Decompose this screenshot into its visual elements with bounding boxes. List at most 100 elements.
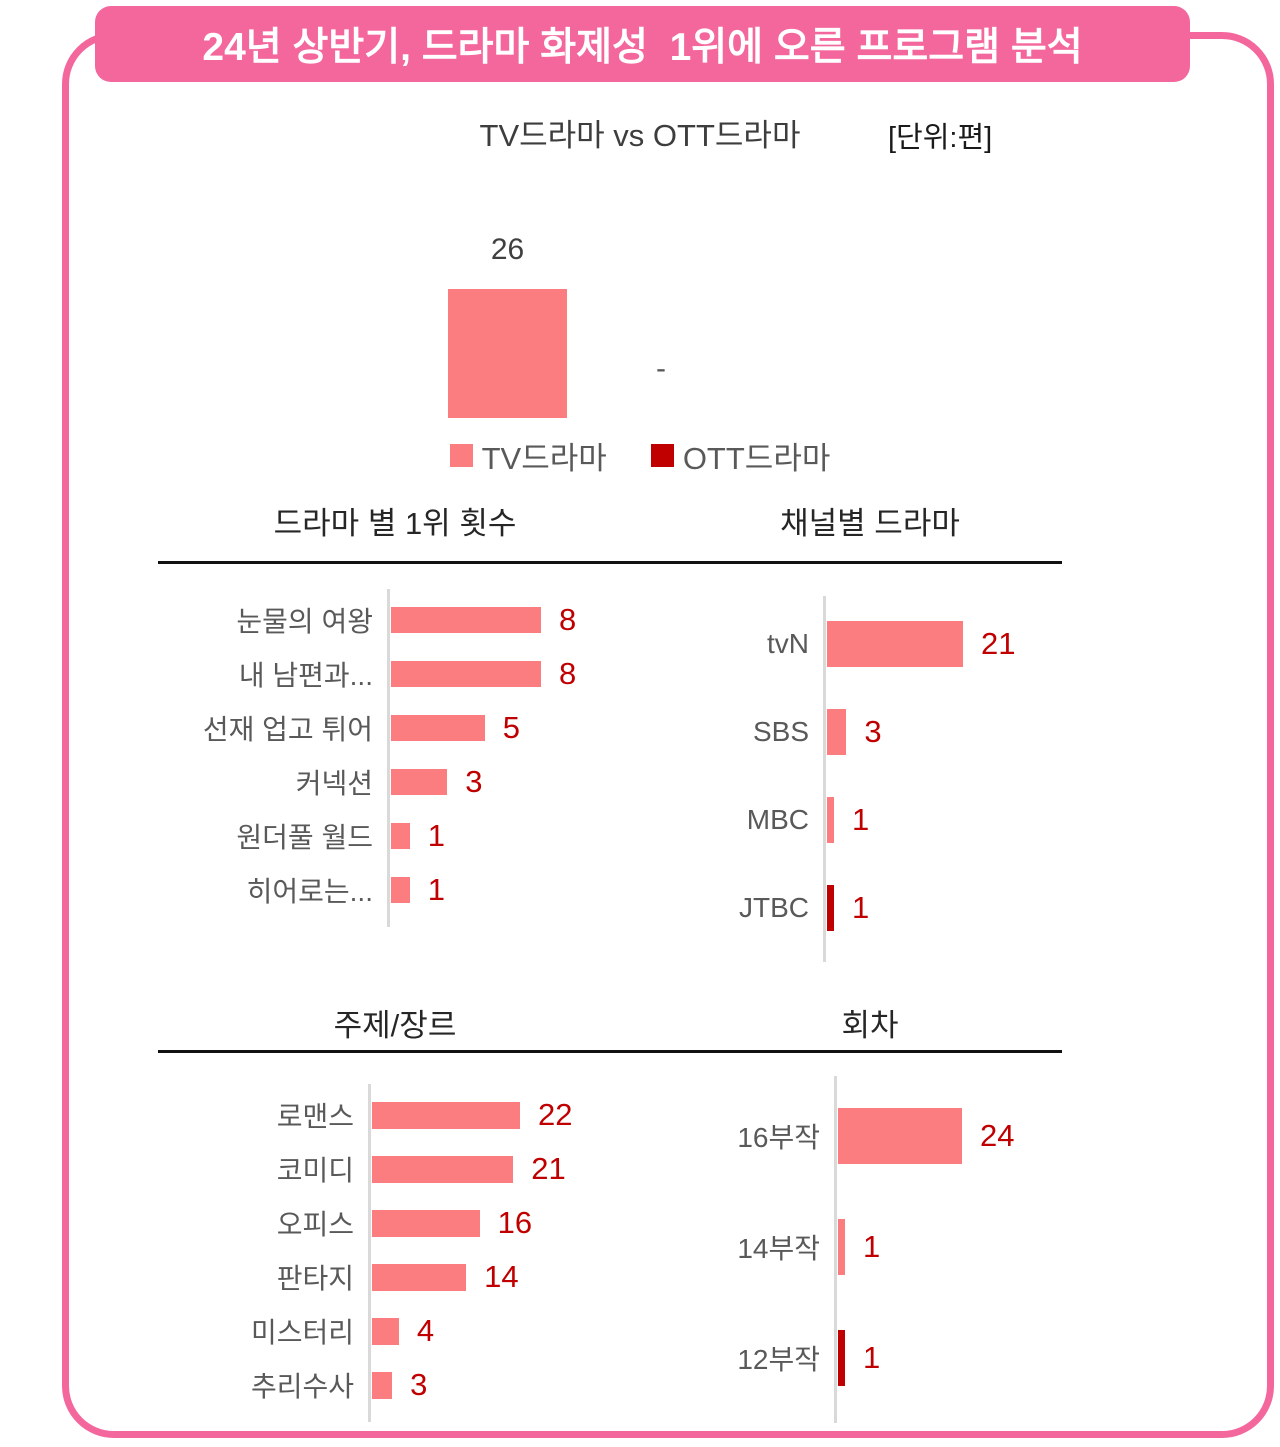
bar-row: 미스터리 4: [160, 1304, 630, 1358]
bar-row: 선재 업고 튀어 5: [160, 701, 630, 755]
bar: [827, 885, 834, 931]
legend-label: TV드라마: [481, 441, 607, 476]
bar-value: 3: [465, 764, 483, 799]
category-label: 히어로는...: [246, 876, 373, 907]
ott-drama-swatch: [650, 444, 674, 467]
category-label: tvN: [767, 628, 809, 659]
axis-line: [834, 1076, 837, 1423]
bar: [372, 1155, 514, 1183]
bar-row: 16부작 24: [620, 1080, 1075, 1191]
bar: [391, 823, 410, 849]
section-title-genre: 주제/장르: [333, 1008, 457, 1043]
category-label: 코미디: [276, 1155, 354, 1186]
bar-value: 1: [427, 818, 445, 853]
bar: [391, 607, 541, 633]
category-label: 오피스: [276, 1209, 354, 1240]
bar: [372, 1317, 399, 1345]
bar-row: 내 남편과... 8: [160, 647, 630, 701]
chart-channel: tvN 21 SBS 3 MBC 1 JTBC 1: [620, 596, 1075, 962]
category-label: 14부작: [737, 1232, 820, 1264]
bar: [391, 877, 410, 903]
chart-genre: 로맨스 22 코미디 21 오피스 16 판타지 14 미스터리 4 추리수사 3: [160, 1084, 630, 1422]
bar-value: 1: [863, 1228, 881, 1264]
bar-row: 커넥션 3: [160, 755, 630, 809]
bar: [838, 1329, 845, 1386]
legend-label: OTT드라마: [682, 441, 831, 476]
bar-value: 22: [538, 1097, 573, 1132]
category-label: 선재 업고 튀어: [202, 714, 373, 745]
bar-row: 눈물의 여왕 8: [160, 593, 630, 647]
category-label: 12부작: [737, 1343, 820, 1375]
top-chart-title: TV드라마 vs OTT드라마: [479, 118, 801, 153]
bar-value: 8: [559, 602, 577, 637]
bar-value: 24: [980, 1117, 1015, 1153]
bar: [391, 715, 485, 741]
bar-value: 8: [559, 656, 577, 691]
section-title-drama-rank: 드라마 별 1위 횟수: [273, 506, 517, 541]
bar-value: 1: [427, 872, 445, 907]
ott-drama-bar-value: -: [656, 352, 666, 385]
category-label: 눈물의 여왕: [236, 606, 373, 637]
bar-row: MBC 1: [620, 776, 1075, 864]
bar-row: 로맨스 22: [160, 1088, 630, 1142]
category-label: 미스터리: [250, 1317, 354, 1348]
bar-value: 1: [852, 890, 870, 925]
bar-value: 21: [531, 1151, 566, 1186]
bar-value: 3: [410, 1367, 428, 1402]
tv-drama-bar: [448, 289, 567, 418]
legend-item-ott-drama: OTT드라마: [650, 433, 831, 478]
bar: [372, 1209, 480, 1237]
section-title-episodes: 회차: [841, 1008, 899, 1043]
bar: [827, 797, 834, 843]
category-label: 16부작: [737, 1121, 820, 1153]
bar-row: 14부작 1: [620, 1191, 1075, 1302]
bar-value: 1: [852, 802, 870, 837]
page-title: 24년 상반기, 드라마 화제성 1위에 오른 프로그램 분석: [95, 6, 1190, 82]
bar: [838, 1107, 962, 1164]
legend-item-tv-drama: TV드라마: [449, 433, 607, 478]
category-label: SBS: [752, 716, 809, 747]
axis-line: [387, 589, 390, 927]
category-label: 내 남편과...: [238, 660, 373, 691]
category-label: 판타지: [276, 1263, 354, 1294]
category-label: 추리수사: [250, 1371, 354, 1402]
bar-row: 원더풀 월드 1: [160, 809, 630, 863]
bar: [838, 1218, 845, 1275]
section-title-channel: 채널별 드라마: [780, 506, 960, 541]
bar-value: 4: [416, 1313, 435, 1348]
bar: [827, 709, 847, 755]
chart-drama-rank: 눈물의 여왕 8 내 남편과... 8 선재 업고 튀어 5 커넥션 3 원더풀 월드 1 히어로는…: [160, 589, 630, 927]
axis-line: [823, 596, 826, 962]
section-divider: [158, 1050, 1062, 1053]
bar-value: 1: [863, 1339, 881, 1375]
bar-value: 5: [502, 710, 520, 745]
chart-legend: TV드라마 OTT드라마: [0, 433, 1280, 478]
bar: [391, 661, 541, 687]
bar: [372, 1101, 520, 1129]
bar-row: 코미디 21: [160, 1142, 630, 1196]
axis-line: [368, 1084, 371, 1422]
category-label: 커넥션: [295, 768, 373, 799]
bar-row: JTBC 1: [620, 864, 1075, 952]
unit-note: [단위:편]: [888, 122, 993, 154]
bar-row: tvN 21: [620, 600, 1075, 688]
bar: [372, 1371, 393, 1399]
category-label: JTBC: [739, 892, 809, 923]
bar-row: 12부작 1: [620, 1302, 1075, 1413]
category-label: MBC: [746, 804, 809, 835]
category-label: 원더풀 월드: [236, 822, 373, 853]
bar-row: 판타지 14: [160, 1250, 630, 1304]
section-divider: [158, 561, 1062, 564]
bar-row: 오피스 16: [160, 1196, 630, 1250]
bar-row: SBS 3: [620, 688, 1075, 776]
bar-value: 21: [981, 626, 1016, 661]
category-label: 로맨스: [276, 1101, 354, 1132]
tv-drama-bar-value: 26: [490, 233, 525, 266]
bar-row: 추리수사 3: [160, 1358, 630, 1412]
bar: [372, 1263, 467, 1291]
bar: [827, 621, 963, 667]
chart-episodes: 16부작 24 14부작 1 12부작 1: [620, 1076, 1075, 1423]
bar-value: 16: [497, 1205, 533, 1240]
bar: [391, 769, 448, 795]
